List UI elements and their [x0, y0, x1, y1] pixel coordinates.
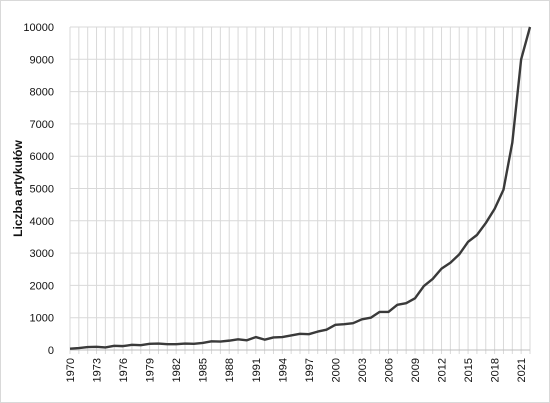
x-tick-label: 1988 — [224, 358, 236, 382]
x-tick-label: 1997 — [304, 358, 316, 382]
y-tick-label: 8000 — [30, 87, 54, 99]
series-line — [69, 26, 532, 350]
x-tick-label: 2018 — [490, 358, 502, 382]
y-tick-label: 4000 — [30, 216, 54, 228]
x-tick-label: 1994 — [277, 358, 289, 382]
series-layer — [69, 26, 532, 350]
y-tick-label: 3000 — [30, 248, 54, 260]
y-axis-ticks: 0 1000 2000 3000 4000 5000 6000 7000 8000 9000 100… — [23, 22, 54, 357]
x-tick-label: 2006 — [383, 358, 395, 382]
y-tick-label: 1000 — [30, 313, 54, 325]
y-axis-label: Liczba artykułów — [11, 139, 25, 236]
x-tick-label: 2012 — [437, 358, 449, 382]
x-tick-label: 2021 — [516, 358, 528, 382]
gridlines — [69, 26, 531, 350]
y-tick-label: 5000 — [30, 184, 54, 196]
x-tick-label: 1985 — [198, 358, 210, 382]
axes — [69, 349, 531, 354]
x-tick-label: 1991 — [251, 358, 263, 382]
y-tick-label: 10000 — [23, 22, 54, 34]
x-tick-label: 2009 — [410, 358, 422, 382]
x-tick-label: 2015 — [463, 358, 475, 382]
y-tick-label: 9000 — [30, 54, 54, 66]
x-tick-label: 1979 — [145, 358, 157, 382]
y-tick-label: 6000 — [30, 151, 54, 163]
x-tick-label: 1973 — [92, 358, 104, 382]
x-tick-label: 1970 — [65, 358, 77, 382]
x-tick-label: 1976 — [118, 358, 130, 382]
x-tick-label: 1982 — [171, 358, 183, 382]
y-tick-label: 2000 — [30, 280, 54, 292]
x-axis-ticks: 1970 1973 1976 1979 1982 1985 1988 1991 1994 1997… — [65, 358, 528, 382]
y-tick-label: 7000 — [30, 119, 54, 131]
x-tick-label: 2000 — [330, 358, 342, 382]
x-tick-label: 2003 — [357, 358, 369, 382]
y-tick-label: 0 — [48, 345, 54, 357]
